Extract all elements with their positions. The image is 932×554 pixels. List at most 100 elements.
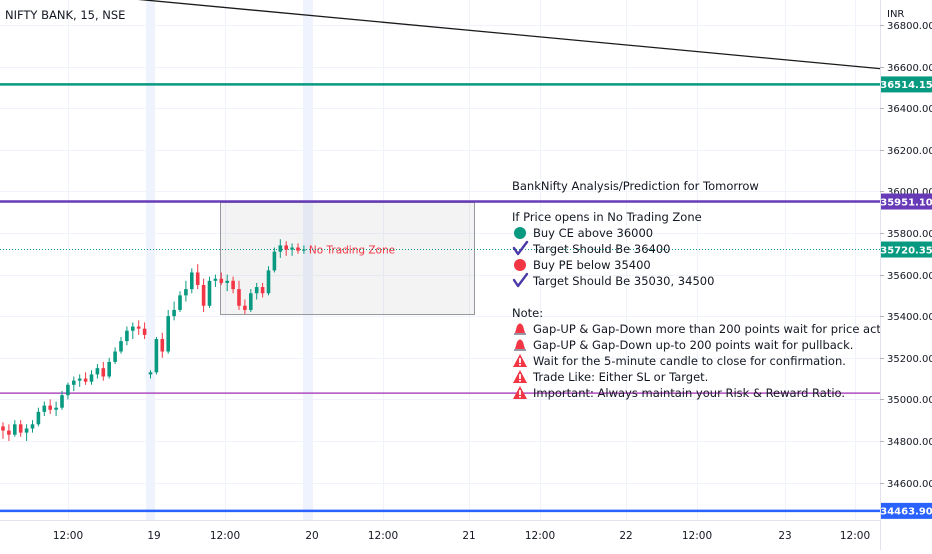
bell-icon: [514, 323, 526, 335]
candle-body: [178, 295, 182, 310]
y-tick-label: 35200.00: [887, 354, 932, 365]
candle-body: [125, 330, 129, 342]
y-tick-label: 35000.00: [887, 395, 932, 406]
candle-body: [89, 374, 94, 382]
no-trading-zone-label: No Trading Zone: [309, 245, 395, 257]
candle-body: [213, 278, 218, 281]
candle-body: [266, 270, 271, 294]
candle-body: [260, 287, 265, 294]
candle-body: [42, 405, 47, 412]
warning-icon: [513, 370, 527, 383]
candle-body: [184, 289, 188, 296]
note-panel: BankNifty Analysis/Prediction for Tomorr…: [512, 179, 902, 400]
time-axis[interactable]: [0, 520, 880, 550]
candle-body: [195, 272, 200, 285]
candle-body: [225, 280, 229, 283]
warning-icon: [513, 386, 527, 399]
check-mark-icon: [512, 240, 529, 256]
note-line: Trade Like: Either SL or Target.: [532, 370, 708, 384]
x-tick-label: 21: [462, 530, 475, 542]
candle-body: [231, 280, 235, 290]
x-tick-label: 19: [147, 530, 160, 542]
note-line: Note:: [512, 306, 543, 320]
candle-body: [18, 424, 23, 433]
current-price-badge: [881, 241, 932, 258]
no-trading-zone-box[interactable]: [220, 202, 475, 315]
price-label-text: 34463.90: [880, 507, 932, 518]
note-heading: BankNifty Analysis/Prediction for Tomorr…: [512, 179, 759, 193]
candle-body: [284, 245, 288, 250]
candle-body: [207, 280, 212, 306]
y-tick-label: 35600.00: [887, 271, 932, 282]
candle-body: [131, 326, 135, 331]
candle-body: [154, 339, 159, 373]
candle-body: [113, 351, 117, 362]
bell-icon: [514, 339, 526, 351]
y-tick-label: 36200.00: [887, 146, 932, 157]
note-line: Wait for the 5-minute candle to close fo…: [533, 354, 846, 368]
candle-body: [101, 368, 106, 377]
candle-body: [95, 368, 100, 375]
price-label-badge: [881, 193, 932, 210]
green-circle-icon: [514, 227, 526, 239]
candle-body: [54, 407, 58, 410]
note-line: Gap-UP & Gap-Down more than 200 points w…: [533, 322, 902, 336]
note-line: Target Should Be 36400: [532, 242, 671, 256]
x-tick-label: 22: [619, 530, 632, 542]
candle-body: [36, 411, 41, 425]
note-line: Important: Always maintain your Risk & R…: [533, 386, 845, 400]
candle-body: [83, 378, 88, 382]
x-tick-label: 12:00: [840, 530, 870, 542]
y-tick-label: 34600.00: [887, 479, 932, 490]
candle-body: [243, 305, 247, 310]
trend-line[interactable]: [0, 0, 881, 70]
candle-body: [7, 430, 11, 435]
candle-body: [107, 361, 111, 377]
x-tick-label: 12:00: [210, 530, 240, 542]
grid-lines: [0, 0, 880, 520]
candle-body: [166, 316, 170, 352]
candles: [1, 239, 306, 441]
x-tick-label: 12:00: [682, 530, 712, 542]
note-line: Buy PE below 35400: [533, 258, 651, 272]
x-tick-label: 12:00: [525, 530, 555, 542]
note-line: If Price opens in No Trading Zone: [512, 210, 702, 224]
price-label-badge: [881, 76, 932, 93]
candle-body: [254, 287, 259, 294]
y-tick-label: 35400.00: [887, 312, 932, 323]
candle-body: [278, 245, 283, 252]
x-tick-label: 12:00: [368, 530, 398, 542]
candle-body: [172, 309, 176, 317]
candle-body: [237, 289, 241, 306]
candle-body: [30, 424, 35, 429]
symbol-title[interactable]: NIFTY BANK, 15, NSE: [5, 8, 125, 22]
candle-body: [160, 339, 165, 352]
candle-body: [136, 326, 141, 329]
candle-body: [272, 251, 277, 271]
candle-body: [24, 428, 29, 433]
candle-body: [190, 272, 194, 290]
warning-icon: [513, 354, 527, 367]
x-tick-label: 12:00: [53, 530, 83, 542]
y-tick-label: 35800.00: [887, 229, 932, 240]
y-tick-label: 34800.00: [887, 437, 932, 448]
candle-body: [77, 378, 82, 381]
price-label-text: 35951.10: [880, 197, 932, 208]
candle-body: [201, 284, 206, 306]
y-tick-label: 36000.00: [887, 187, 932, 198]
candle-body: [119, 341, 123, 352]
red-circle-icon: [514, 259, 526, 271]
candle-body: [302, 249, 306, 251]
price-label-badge: [881, 502, 932, 519]
note-line: Buy CE above 36000: [533, 226, 653, 240]
candle-body: [148, 372, 153, 375]
y-tick-label: 36800.00: [887, 21, 932, 32]
current-price-text: 35720.35: [880, 245, 932, 256]
check-mark-icon: [512, 272, 529, 288]
candle-body: [60, 395, 64, 408]
candle-body: [249, 293, 253, 310]
candle-body: [66, 384, 70, 396]
note-line: Target Should Be 35030, 34500: [532, 274, 714, 288]
currency-label: INR: [887, 9, 904, 20]
